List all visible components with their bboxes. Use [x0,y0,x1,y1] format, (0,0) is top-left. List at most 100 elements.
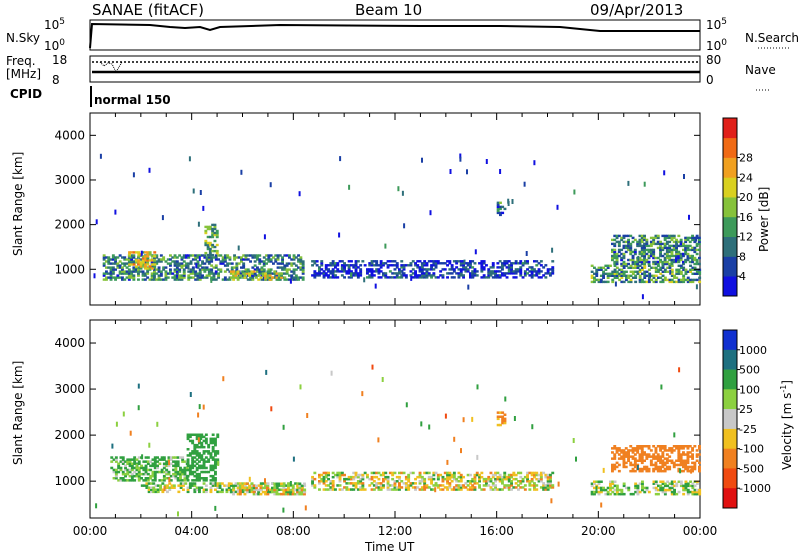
data-cell [682,248,685,252]
data-cell [322,488,326,491]
data-cell [625,486,628,490]
data-cell [613,234,617,238]
data-cell [672,445,676,448]
data-cell [137,261,141,264]
data-cell [256,268,259,271]
data-cell [253,272,257,275]
data-cell [663,234,667,238]
data-cell [294,482,297,485]
data-cell [268,490,272,494]
data-cell [266,492,270,496]
data-cell [144,470,148,474]
data-cell [645,260,649,264]
data-cell [688,236,692,240]
data-cell [114,256,117,259]
data-cell [427,268,431,271]
data-cell [615,258,619,262]
data-cell [622,252,626,256]
data-cell [207,274,211,277]
data-cell [615,451,619,454]
data-cell [523,272,527,275]
data-cell [420,268,424,271]
data-cell [137,259,141,262]
data-cell [135,468,139,472]
data-cell [604,488,608,492]
data-cell [675,272,679,275]
colorbar-tick-label: -25 [739,423,757,436]
data-cell [285,278,289,281]
data-cell [311,477,314,481]
data-cell [238,490,242,494]
data-cell [144,255,147,258]
data-cell [259,482,263,485]
nsky-trace [89,22,700,49]
data-cell [411,260,415,263]
data-cell [450,473,454,477]
data-cell [130,468,134,472]
data-cell [643,248,646,252]
data-cell [503,262,507,265]
data-cell [682,262,685,266]
data-cell [670,272,674,275]
data-cell [211,479,215,482]
data-cell [379,484,383,487]
data-cell [166,272,170,275]
data-cell [143,278,147,281]
data-cell [161,482,165,485]
data-cell [530,480,534,483]
data-cell [331,471,335,475]
data-cell [205,276,209,279]
data-cell [347,482,351,485]
data-cell [521,477,525,481]
data-cell [519,266,523,269]
nave-tick-bottom: 0 [706,73,714,87]
data-cell [402,274,406,277]
data-cell [183,466,187,470]
data-cell [229,276,233,279]
data-cell [251,274,255,277]
data-cell [496,276,500,279]
data-cell [186,435,190,439]
data-cell [609,488,612,492]
data-cell [638,242,642,246]
data-cell [266,482,270,485]
data-cell [533,471,536,475]
data-cell [214,464,217,468]
data-cell [322,477,326,481]
data-cell [194,254,198,257]
data-cell [650,274,654,277]
data-cell [407,486,411,489]
data-cell [291,488,295,491]
data-cell [157,268,161,271]
data-cell [213,223,217,227]
data-cell [164,270,168,273]
data-cell [661,451,665,454]
data-cell [142,468,146,472]
data-cell [620,490,624,494]
data-cell [613,268,617,271]
data-cell [691,234,694,238]
data-cell [191,450,195,453]
data-cell [167,458,171,461]
data-cell [174,474,178,478]
data-cell [275,276,279,279]
data-cell [535,270,539,273]
data-cell [232,488,235,492]
data-cell [137,272,140,275]
data-cell [625,264,628,267]
data-cell [318,268,321,271]
data-cell [188,472,192,476]
data-cell [436,475,440,479]
data-cell [370,272,374,275]
scatter-echo [282,507,285,513]
data-cell [615,486,619,490]
data-cell [693,463,697,467]
data-cell [663,238,667,242]
data-cell [211,477,215,480]
data-cell [176,456,180,459]
data-cell [204,239,208,243]
data-cell [322,270,326,273]
data-cell [666,484,670,488]
data-cell [430,488,433,491]
data-cell [427,274,431,277]
